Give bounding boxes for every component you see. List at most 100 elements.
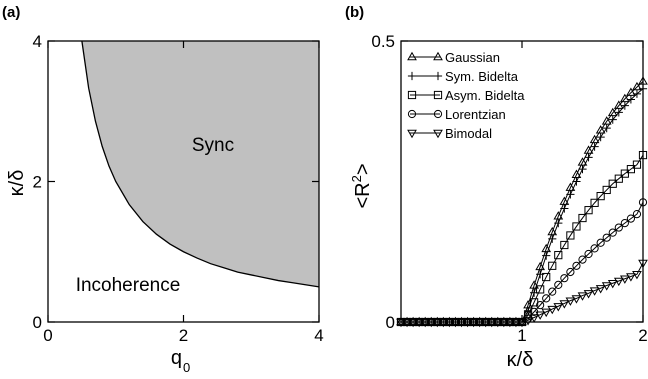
data-point-bimodal [541,308,552,318]
data-point-asym-bidelta [638,150,648,160]
region-label-sync: Sync [192,135,234,156]
data-point-lorentzian [584,249,593,259]
data-point-bimodal [619,275,630,284]
data-point-gaussian [638,76,648,85]
legend-item-gaussian: Gaussian [407,50,500,65]
data-point-bimodal [607,280,618,289]
data-point-asym-bidelta [614,174,623,183]
data-point-gaussian [529,280,539,289]
data-point-bimodal [613,277,624,287]
data-point-bimodal [492,318,503,328]
data-point-bimodal [450,318,461,328]
legend-marker-gaussian [433,51,443,61]
legend-label-lorentzian: Lorentzian [445,107,506,122]
data-point-lorentzian [566,267,575,277]
data-point-sym-bidelta [572,177,581,186]
data-point-bimodal [529,314,539,323]
series-asym-bidelta [396,150,648,327]
data-point-asym-bidelta [596,192,605,201]
y-tick-label-b: 0.5 [371,32,395,51]
data-point-asym-bidelta [620,169,629,178]
data-point-sym-bidelta [566,190,575,199]
legend-marker-bimodal [407,129,417,139]
x-tick-label-a: 0 [43,326,52,345]
data-point-asym-bidelta [608,179,617,188]
data-point-bimodal [517,318,527,328]
data-point-bimodal [474,318,485,328]
data-point-sym-bidelta [554,218,563,228]
series-line-bimodal [401,262,644,323]
panel-b-label: (b) [345,4,364,21]
legend-marker-asym-bidelta [407,90,417,100]
legend-marker-bimodal [433,129,443,139]
legend-marker-gaussian [407,51,417,61]
data-point-bimodal [414,318,425,328]
x-axis-label-a: q [171,347,182,369]
y-tick-label-a: 4 [33,32,42,51]
data-point-bimodal [456,318,467,328]
region-label-incoherence: Incoherence [76,275,181,296]
legend-item-lorentzian: Lorentzian [407,107,506,122]
data-point-lorentzian [542,294,551,303]
data-point-sym-bidelta [578,165,587,174]
y-tick-label-a: 2 [33,173,42,192]
data-point-sym-bidelta [584,153,593,162]
data-point-bimodal [601,282,612,291]
data-point-asym-bidelta [560,240,569,250]
x-tick-label-b: 1 [517,326,526,345]
legend-item-bimodal: Bimodal [407,126,492,141]
data-point-bimodal [498,318,509,328]
legend-marker-asym-bidelta [433,90,443,100]
data-point-bimodal [632,271,642,280]
data-point-lorentzian [548,287,557,296]
data-point-lorentzian [608,228,617,237]
data-point-bimodal [420,318,431,328]
data-point-bimodal [535,311,546,320]
data-point-bimodal [426,318,437,328]
data-point-asym-bidelta [566,231,575,240]
data-point-bimodal [486,318,497,328]
data-point-sym-bidelta [608,115,617,124]
data-point-asym-bidelta [572,222,581,231]
series-sym-bidelta [396,84,648,327]
data-point-asym-bidelta [626,165,635,174]
data-point-lorentzian [596,238,605,247]
data-point-sym-bidelta [614,108,623,117]
data-point-asym-bidelta [536,285,545,294]
data-point-bimodal [547,305,558,315]
data-point-sym-bidelta [632,89,642,98]
x-tick-label-a: 4 [314,326,323,345]
data-point-lorentzian [572,261,581,270]
data-point-sym-bidelta [620,101,629,110]
data-point-bimodal [577,292,588,301]
data-point-bimodal [480,318,491,328]
legend: Gaussian Sym. Bidelta Asym. Bidelta Lorentz… [407,50,525,141]
y-tick-label-a: 0 [33,313,42,332]
data-point-asym-bidelta [584,206,593,215]
series-line-asym-bidelta [401,154,644,323]
data-point-sym-bidelta [602,124,611,133]
data-point-bimodal [511,318,521,328]
data-point-sym-bidelta [548,234,557,243]
x-axis-label-b: κ/δ [507,349,534,371]
y-tick-label-b: 0 [386,313,395,332]
series-line-lorentzian [401,202,644,323]
panel-a-ticks: 0 2 4 0 2 4 [33,32,324,345]
x-axis-label-a-subscript: 0 [183,360,190,375]
data-point-lorentzian [536,301,545,310]
series-lorentzian [396,198,648,327]
legend-marker-lorentzian [407,109,417,119]
data-point-asym-bidelta [554,251,563,260]
data-point-bimodal [468,318,479,328]
data-point-bimodal [396,318,406,328]
x-tick-label-a: 2 [179,326,188,345]
series-bimodal [396,259,648,328]
data-point-bimodal [444,318,455,328]
y-axis-label-b-end: > [352,163,374,175]
phase-boundary-line [81,40,320,288]
panel-b-series [396,76,648,328]
data-point-bimodal [565,297,576,306]
y-axis-label-b-superscript: 2 [349,175,364,182]
data-point-bimodal [626,273,636,282]
data-point-bimodal [402,318,412,328]
